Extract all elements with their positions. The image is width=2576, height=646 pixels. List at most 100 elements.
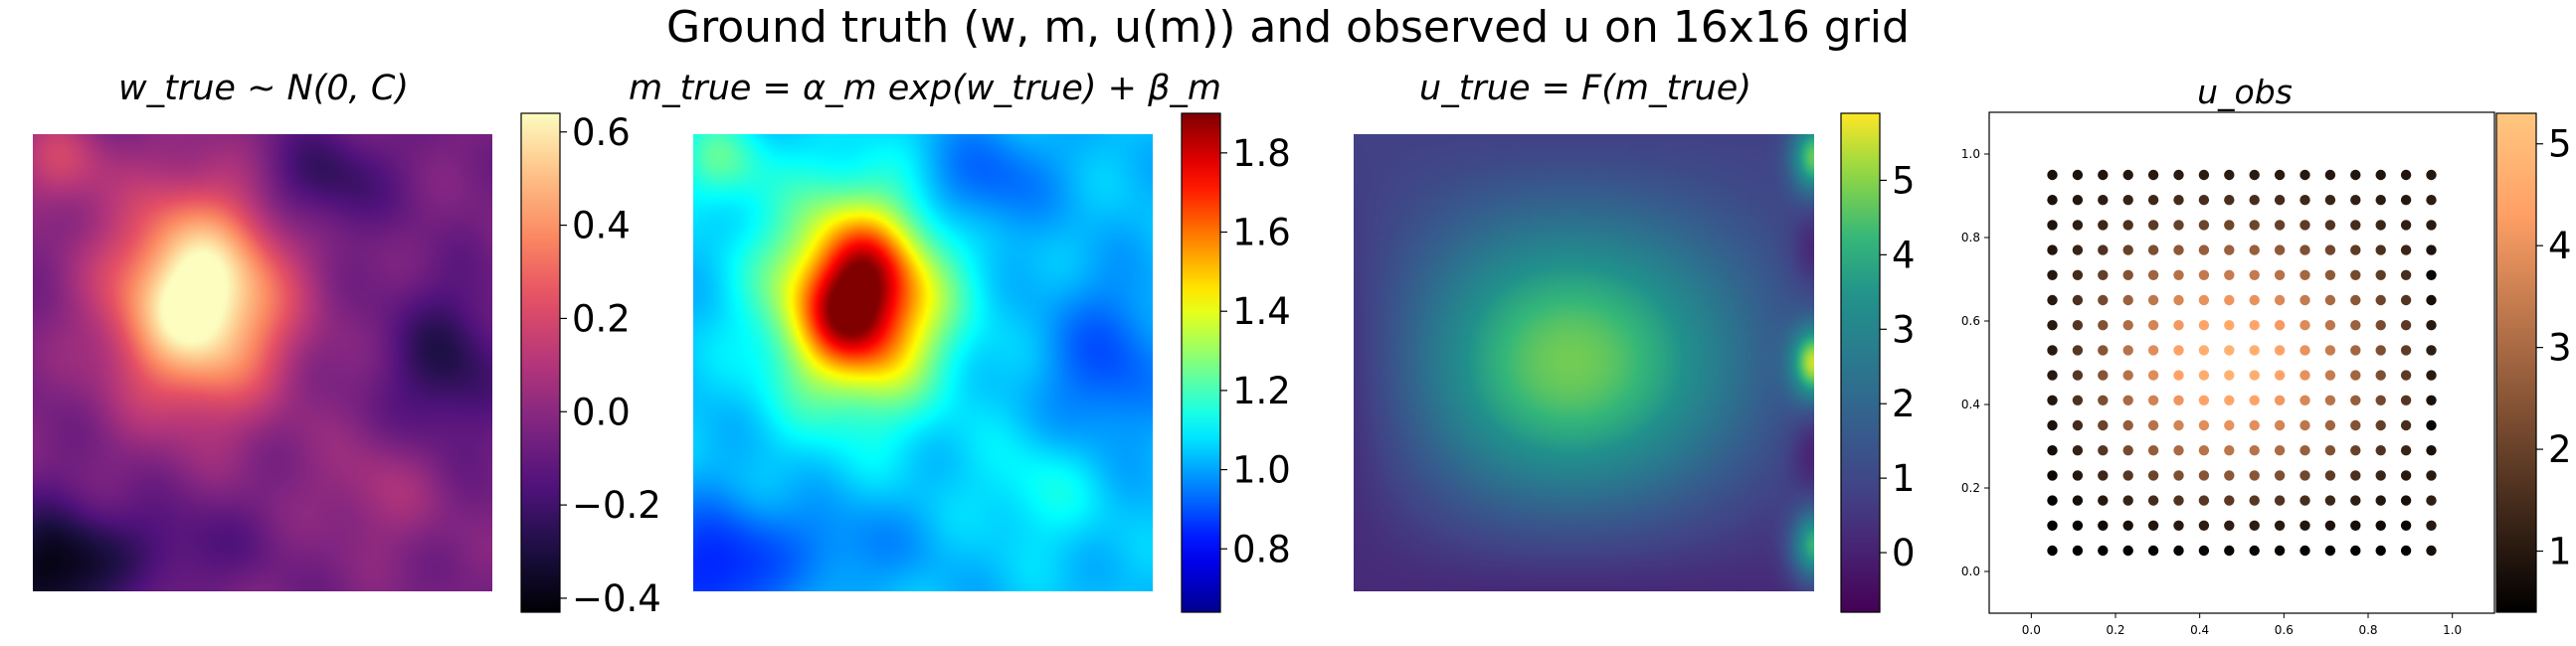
observation-point — [2274, 395, 2286, 405]
observation-point — [2350, 220, 2361, 231]
observation-point — [2072, 419, 2084, 431]
observation-point — [2400, 445, 2412, 456]
observation-point — [2224, 345, 2235, 356]
observation-point — [2173, 244, 2184, 255]
observation-point — [2249, 195, 2260, 206]
observation-point — [2047, 520, 2058, 531]
observation-point — [2274, 195, 2286, 206]
heatmap-m-true — [693, 134, 1153, 591]
observation-point — [2426, 370, 2437, 381]
observation-point — [2072, 195, 2084, 206]
y-tick-label: 0.0 — [1961, 565, 1980, 578]
observation-point — [2147, 244, 2159, 255]
colorbar-tick-label: −0.2 — [572, 484, 661, 527]
observation-point — [2324, 195, 2336, 206]
observation-point — [2274, 269, 2286, 280]
observation-point — [2122, 345, 2133, 356]
observation-point — [2350, 294, 2361, 306]
observation-point — [2350, 345, 2361, 356]
observation-point — [2224, 520, 2235, 531]
observation-point — [2224, 370, 2235, 381]
colorbar-tick-label: 1.6 — [1232, 212, 1291, 254]
observation-point — [2098, 545, 2109, 557]
observation-point — [2300, 545, 2310, 557]
observation-point — [2224, 445, 2235, 456]
observation-point — [2249, 445, 2260, 456]
observation-point — [2047, 395, 2058, 405]
colorbar-tick-label: 0.0 — [572, 391, 631, 433]
panel-w-true-title: w_true ~ N(0, C) — [118, 69, 409, 108]
colorbar-tick-label: 1.4 — [1232, 290, 1291, 333]
observation-point — [2375, 169, 2386, 181]
observation-point — [2274, 445, 2286, 456]
colorbar-tick-label: 1.2 — [1232, 370, 1291, 412]
observation-point — [2274, 345, 2286, 356]
colorbar-tick-label: 4 — [1892, 234, 1916, 276]
y-tick-label: 0.6 — [1961, 314, 1980, 328]
observation-point — [2274, 545, 2286, 557]
observation-point — [2400, 395, 2412, 405]
observation-point — [2249, 220, 2260, 231]
colorbar-u-true-ticks: 0 1 2 3 4 5 — [1880, 159, 1916, 574]
colorbar-m-true-ticks: 0.8 1.0 1.2 1.4 1.6 1.8 — [1220, 132, 1291, 570]
observation-point — [2098, 370, 2109, 381]
observation-point — [2300, 269, 2310, 280]
observation-point — [2147, 520, 2159, 531]
observation-point — [2173, 320, 2184, 331]
observation-point — [2047, 345, 2058, 356]
panel-u-true-title: u_true = F(m_true) — [1419, 69, 1751, 108]
y-tick-label: 0.8 — [1961, 231, 1980, 244]
observation-point — [2224, 220, 2235, 231]
observation-point — [2274, 520, 2286, 531]
colorbar-w-true-ticks: −0.4 −0.2 0.0 0.2 0.4 0.6 — [560, 111, 661, 620]
observation-point — [2375, 495, 2386, 506]
observation-point — [2098, 195, 2109, 206]
observation-point — [2072, 320, 2084, 331]
observation-point — [2400, 294, 2412, 306]
observation-point — [2047, 244, 2058, 255]
observation-point — [2324, 495, 2336, 506]
colorbar-tick-label: 2 — [2548, 428, 2572, 471]
panel-u-true: u_true = F(m_true) 0 1 2 3 4 5 — [1354, 69, 1916, 613]
observation-point — [2300, 470, 2310, 481]
observation-point — [2224, 195, 2235, 206]
observation-point — [2224, 294, 2235, 306]
observation-point — [2375, 345, 2386, 356]
observation-point — [2098, 445, 2109, 456]
observation-point — [2400, 495, 2412, 506]
observation-point — [2249, 470, 2260, 481]
colorbar-tick-label: 1.0 — [1232, 449, 1291, 492]
observation-point — [2198, 470, 2210, 481]
observation-point — [2072, 169, 2084, 181]
observation-point — [2426, 495, 2437, 506]
observation-point — [2072, 445, 2084, 456]
observation-point — [2400, 244, 2412, 255]
observation-point — [2426, 445, 2437, 456]
observation-point — [2324, 419, 2336, 431]
observation-point — [2098, 320, 2109, 331]
observation-point — [2324, 294, 2336, 306]
observation-point — [2426, 269, 2437, 280]
observation-point — [2173, 220, 2184, 231]
observation-point — [2072, 294, 2084, 306]
observation-point — [2072, 545, 2084, 557]
observation-point — [2249, 545, 2260, 557]
observation-point — [2375, 419, 2386, 431]
observation-point — [2047, 294, 2058, 306]
observation-point — [2300, 370, 2310, 381]
observation-point — [2224, 169, 2235, 181]
observation-point — [2324, 269, 2336, 280]
observation-point — [2426, 195, 2437, 206]
observation-point — [2350, 195, 2361, 206]
observation-point — [2122, 520, 2133, 531]
observation-point — [2324, 345, 2336, 356]
observation-point — [2324, 220, 2336, 231]
observation-point — [2224, 495, 2235, 506]
observation-point — [2300, 395, 2310, 405]
heatmap-w-true — [33, 134, 492, 591]
colorbar-tick-label: 2 — [1892, 383, 1916, 425]
observation-point — [2173, 520, 2184, 531]
observation-point — [2300, 345, 2310, 356]
observation-point — [2400, 220, 2412, 231]
observation-point — [2224, 395, 2235, 405]
